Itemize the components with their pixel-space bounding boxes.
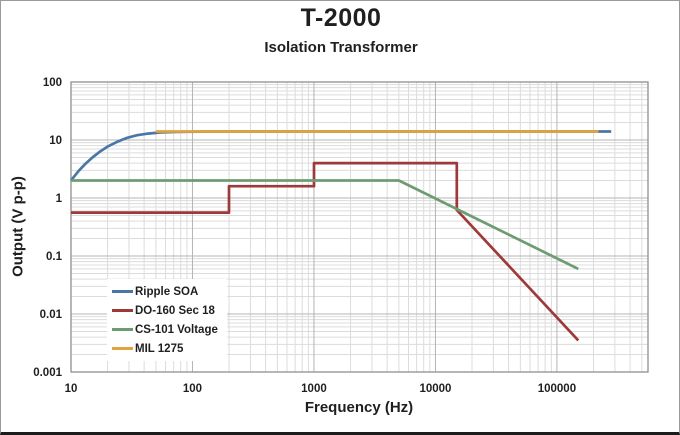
legend-item-1: DO-160 Sec 18 [112, 301, 218, 320]
y-tick-label: 10 [49, 135, 62, 147]
legend-label: DO-160 Sec 18 [135, 304, 215, 317]
legend-swatch-icon [112, 309, 133, 312]
legend-swatch-icon [112, 328, 133, 331]
x-axis-title: Frequency (Hz) [304, 399, 414, 416]
legend-label: Ripple SOA [135, 285, 199, 298]
legend-swatch-icon [112, 290, 133, 293]
legend-label: MIL 1275 [135, 342, 184, 355]
legend-label: CS-101 Voltage [135, 323, 218, 336]
y-tick-label: 1 [56, 193, 63, 205]
series-line-1 [71, 161, 580, 342]
y-tick-label: 100 [43, 77, 62, 89]
x-tick-label: 10 [65, 383, 78, 395]
y-tick-label: 0.001 [33, 367, 62, 379]
x-tick-label: 10000 [419, 383, 451, 395]
y-tick-label: 0.01 [40, 309, 63, 321]
legend-item-3: MIL 1275 [112, 339, 218, 358]
plot-border [70, 81, 649, 373]
series-line-2 [71, 179, 579, 271]
y-tick-label: 0.1 [46, 251, 63, 263]
legend: Ripple SOA DO-160 Sec 18 CS-101 Voltage MIL… [107, 279, 227, 361]
legend-item-2: CS-101 Voltage [112, 320, 218, 339]
x-tick-label: 100000 [538, 383, 576, 395]
legend-swatch-icon [112, 347, 133, 350]
chart-title: T-2000 [300, 4, 382, 32]
x-tick-label: 100 [183, 383, 202, 395]
x-tick-label: 1000 [301, 383, 327, 395]
legend-item-0: Ripple SOA [112, 282, 218, 301]
chart-subtitle: Isolation Transformer [264, 39, 418, 56]
